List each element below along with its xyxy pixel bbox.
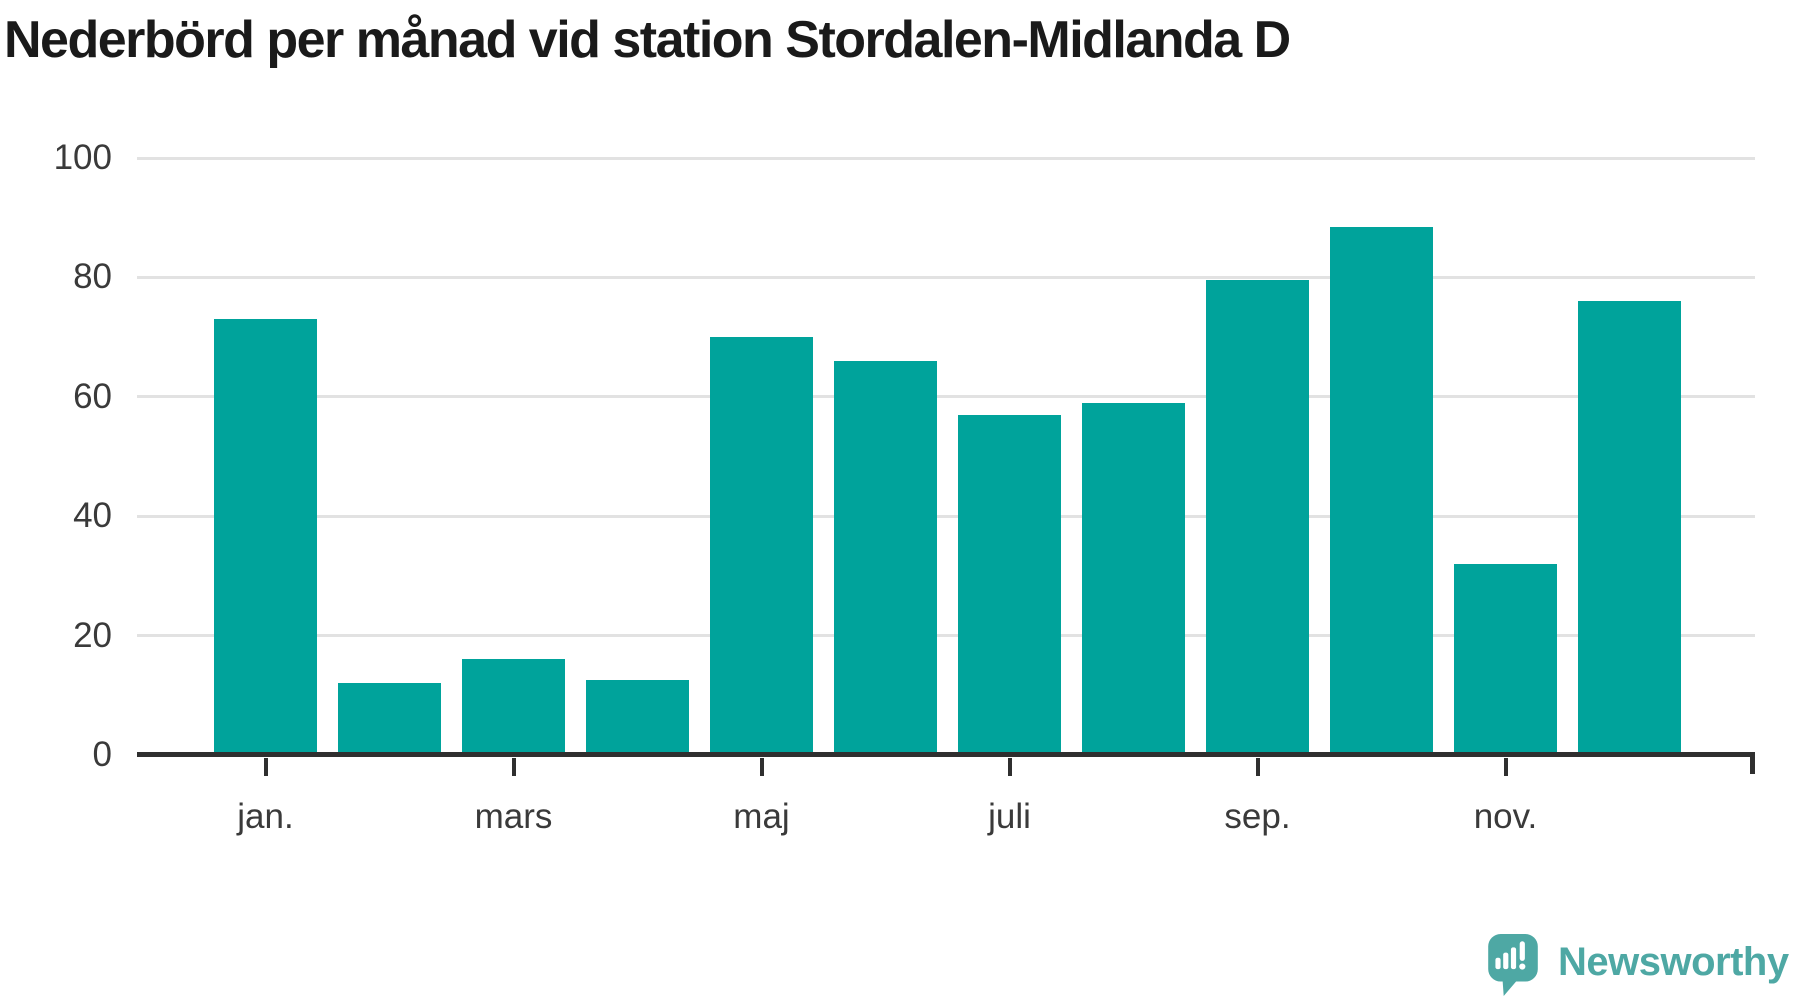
x-axis-line <box>137 752 1755 757</box>
bar-sep <box>1206 280 1309 755</box>
x-axis-end-tick <box>1750 753 1755 774</box>
x-tick-mars <box>511 758 516 776</box>
bar-maj <box>710 337 813 755</box>
x-tick-sep <box>1255 758 1260 776</box>
x-tick-jan <box>263 758 268 776</box>
bar-juni <box>834 360 937 755</box>
bar-apr <box>586 680 689 755</box>
gridline-y-80 <box>137 275 1755 279</box>
x-tick-label-juli: juli <box>988 797 1031 836</box>
bar-aug <box>1082 402 1185 755</box>
bar-jan <box>214 319 317 755</box>
chart-title: Nederbörd per månad vid station Stordale… <box>4 11 1291 69</box>
gridline-y-40 <box>137 514 1755 518</box>
y-tick-label-80: 80 <box>73 257 112 297</box>
bar-mars <box>462 659 565 755</box>
y-tick-label-20: 20 <box>73 615 112 655</box>
gridline-y-20 <box>137 634 1755 638</box>
y-tick-label-40: 40 <box>73 496 112 536</box>
bar-juli <box>958 414 1061 755</box>
x-tick-label-jan: jan. <box>237 797 294 836</box>
y-tick-label-60: 60 <box>73 376 112 416</box>
newsworthy-logo-icon <box>1488 934 1538 996</box>
x-tick-label-sep: sep. <box>1224 797 1291 836</box>
gridline-y-60 <box>137 395 1755 399</box>
gridline-y-100 <box>137 156 1755 160</box>
x-tick-label-mars: mars <box>474 797 553 836</box>
x-tick-maj <box>759 758 764 776</box>
plot-area <box>137 156 1755 776</box>
y-tick-label-0: 0 <box>92 735 112 774</box>
x-tick-label-maj: maj <box>733 797 790 836</box>
x-tick-juli <box>1007 758 1012 776</box>
x-tick-nov <box>1503 758 1508 776</box>
bar-dec <box>1578 301 1681 755</box>
newsworthy-logo: Newsworthy <box>1488 934 1789 996</box>
bar-okt <box>1330 226 1433 755</box>
bar-feb <box>338 683 441 755</box>
newsworthy-logo-text: Newsworthy <box>1558 940 1789 984</box>
y-tick-label-100: 100 <box>53 138 112 177</box>
bar-nov <box>1454 563 1557 755</box>
x-tick-label-nov: nov. <box>1473 797 1538 836</box>
